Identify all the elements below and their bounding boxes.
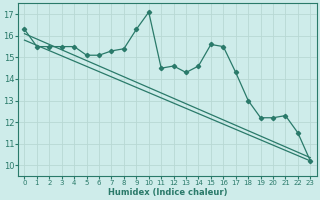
X-axis label: Humidex (Indice chaleur): Humidex (Indice chaleur) [108, 188, 227, 197]
